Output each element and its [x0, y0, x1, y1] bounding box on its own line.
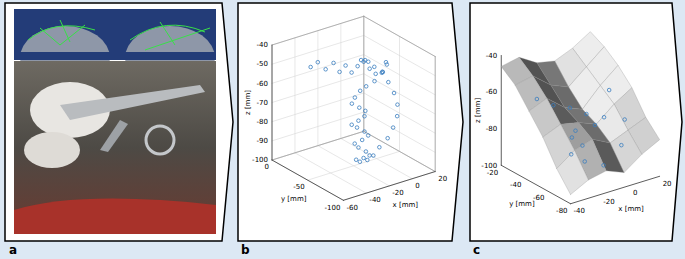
- svg-text:-60: -60: [533, 194, 544, 202]
- svg-text:-50: -50: [257, 60, 268, 68]
- svg-text:-50: -50: [293, 183, 304, 191]
- svg-text:y [mm]: y [mm]: [281, 195, 307, 203]
- svg-text:-20: -20: [603, 198, 614, 206]
- svg-text:-60: -60: [257, 80, 268, 88]
- svg-text:c: c: [473, 243, 480, 257]
- svg-text:-40: -40: [486, 52, 497, 60]
- svg-text:-100: -100: [325, 204, 341, 212]
- svg-text:y [mm]: y [mm]: [509, 200, 535, 208]
- svg-text:-60: -60: [486, 88, 497, 96]
- svg-text:0: 0: [415, 182, 419, 190]
- svg-text:-70: -70: [257, 99, 268, 107]
- svg-text:-40: -40: [574, 207, 585, 215]
- svg-text:20: 20: [663, 180, 672, 188]
- svg-text:b: b: [241, 243, 250, 257]
- svg-text:-100: -100: [481, 161, 498, 170]
- svg-text:x [mm]: x [mm]: [618, 205, 644, 213]
- svg-text:-20: -20: [487, 169, 498, 177]
- svg-text:-90: -90: [257, 137, 268, 145]
- svg-text:z [mm]: z [mm]: [244, 90, 252, 115]
- svg-text:20: 20: [438, 175, 447, 183]
- svg-text:-40: -40: [510, 181, 521, 189]
- svg-text:-80: -80: [556, 207, 567, 215]
- svg-text:0: 0: [265, 163, 269, 171]
- svg-text:-80: -80: [486, 125, 497, 133]
- svg-text:-40: -40: [257, 41, 268, 49]
- svg-text:-80: -80: [257, 118, 268, 126]
- svg-text:-20: -20: [392, 189, 403, 197]
- svg-text:-60: -60: [346, 204, 357, 212]
- svg-text:a: a: [9, 243, 17, 257]
- svg-text:z [mm]: z [mm]: [473, 98, 481, 123]
- svg-text:x [mm]: x [mm]: [393, 201, 419, 209]
- svg-text:-100: -100: [252, 156, 268, 165]
- svg-text:-40: -40: [369, 196, 380, 204]
- svg-text:0: 0: [633, 189, 637, 197]
